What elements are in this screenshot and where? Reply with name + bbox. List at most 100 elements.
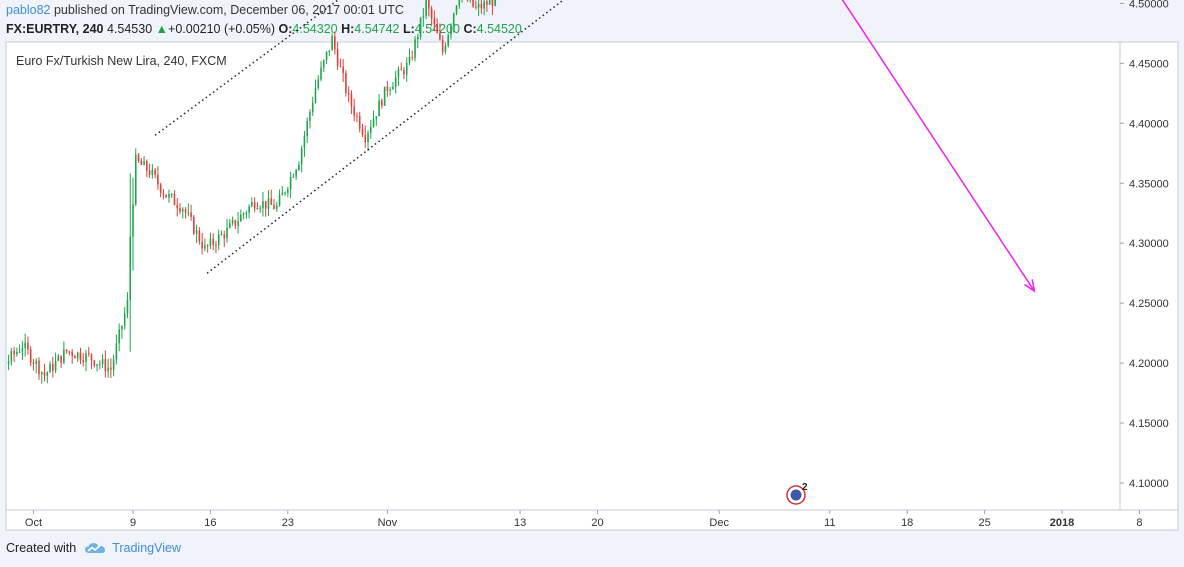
candle-body: [29, 349, 32, 363]
candle-body: [148, 170, 151, 175]
candle-body: [488, 0, 491, 5]
candle-body: [441, 39, 444, 52]
candle-body: [281, 192, 284, 196]
tradingview-brand-link[interactable]: TradingView: [112, 541, 181, 555]
candle-body: [400, 69, 403, 71]
candle-body: [375, 116, 378, 119]
price-axis[interactable]: [1119, 41, 1179, 511]
candle-body: [447, 34, 450, 47]
candle-body: [292, 176, 295, 178]
candle-body: [414, 39, 416, 58]
candle-body: [262, 201, 264, 209]
candle-body: [87, 353, 90, 355]
candle-body: [314, 87, 317, 103]
candle-body: [204, 245, 206, 249]
candle-body: [389, 89, 391, 92]
candle-body: [350, 93, 353, 107]
candle-body: [381, 100, 383, 106]
y-tick-label: 4.40000: [1129, 118, 1169, 130]
forecast-arrow-line[interactable]: [736, 0, 1036, 292]
candle-body: [450, 25, 452, 35]
y-tick-label: 4.45000: [1129, 58, 1169, 70]
y-tick-label: 4.50000: [1129, 0, 1169, 10]
plot-area[interactable]: [5, 41, 1121, 511]
x-tick-label: 13: [514, 517, 526, 529]
candle-body: [195, 230, 198, 234]
x-tick-label: 2018: [1050, 517, 1074, 529]
candle-body: [472, 0, 474, 7]
candle-body: [372, 118, 375, 127]
candle-body: [168, 193, 170, 198]
forecast-arrow-head[interactable]: [1023, 279, 1036, 293]
candle-body: [256, 207, 259, 209]
x-tick-label: Nov: [378, 517, 398, 529]
x-tick-label: 23: [282, 517, 294, 529]
candle-body: [146, 161, 148, 171]
candle-body: [444, 46, 447, 52]
candle-body: [10, 350, 13, 362]
candle-body: [179, 208, 181, 212]
candle-body: [361, 128, 364, 135]
candle-body: [159, 184, 162, 193]
candle-body: [74, 356, 76, 359]
candle-body: [7, 361, 10, 364]
candle-body: [342, 66, 344, 74]
candle-body: [162, 192, 165, 195]
candle-body: [267, 198, 270, 209]
candle-body: [193, 216, 195, 234]
close-label: C:: [463, 22, 477, 36]
candle-body: [353, 106, 355, 116]
candle-body: [16, 351, 18, 355]
candle-body: [76, 352, 79, 359]
candle-body: [134, 154, 137, 205]
candle-body: [112, 359, 115, 370]
candle-body: [60, 355, 62, 363]
candle-body: [121, 325, 123, 330]
candle-body: [40, 372, 43, 375]
candle-body: [325, 51, 328, 61]
candle-body: [206, 245, 209, 247]
candle-body: [85, 353, 87, 363]
symbol-name[interactable]: FX:EURTRY, 240: [6, 22, 104, 36]
candle-body: [428, 0, 430, 9]
current-price: 4.54530: [106, 22, 153, 36]
candle-body: [52, 363, 54, 371]
candle-body: [480, 4, 483, 9]
candle-body: [452, 13, 455, 26]
candle-body: [303, 135, 306, 149]
candle-body: [123, 313, 126, 326]
candle-body: [270, 198, 273, 205]
candle-body: [408, 57, 411, 63]
candle-body: [264, 201, 267, 209]
created-with-text: Created with: [6, 541, 77, 555]
candle-body: [99, 363, 101, 365]
candle-body: [110, 367, 112, 370]
candle-body: [65, 349, 68, 352]
candle-body: [90, 354, 93, 361]
candle-body: [13, 350, 15, 355]
x-tick-label: 9: [130, 517, 136, 529]
candle-body: [27, 342, 29, 350]
candle-body: [184, 209, 187, 213]
x-tick-label: 20: [591, 517, 603, 529]
author-link[interactable]: pablo82: [6, 3, 51, 17]
candle-body: [242, 213, 245, 215]
candle-body: [165, 194, 167, 198]
candle-body: [132, 204, 134, 237]
candle-body: [21, 348, 24, 352]
candle-body: [129, 236, 132, 300]
up-arrow-icon: ▲: [155, 22, 169, 36]
x-tick-label: 8: [1136, 517, 1142, 529]
channel-lower-trendline[interactable]: [206, 0, 918, 274]
x-tick-label: 16: [204, 517, 216, 529]
candle-body: [405, 62, 408, 75]
candle-body: [331, 36, 333, 51]
x-tick-label: 18: [901, 517, 913, 529]
candle-body: [228, 223, 231, 228]
time-axis[interactable]: [5, 509, 1179, 531]
candle-body: [486, 1, 488, 5]
candle-body: [18, 351, 21, 353]
candle-body: [38, 360, 40, 375]
candle-body: [436, 24, 438, 33]
